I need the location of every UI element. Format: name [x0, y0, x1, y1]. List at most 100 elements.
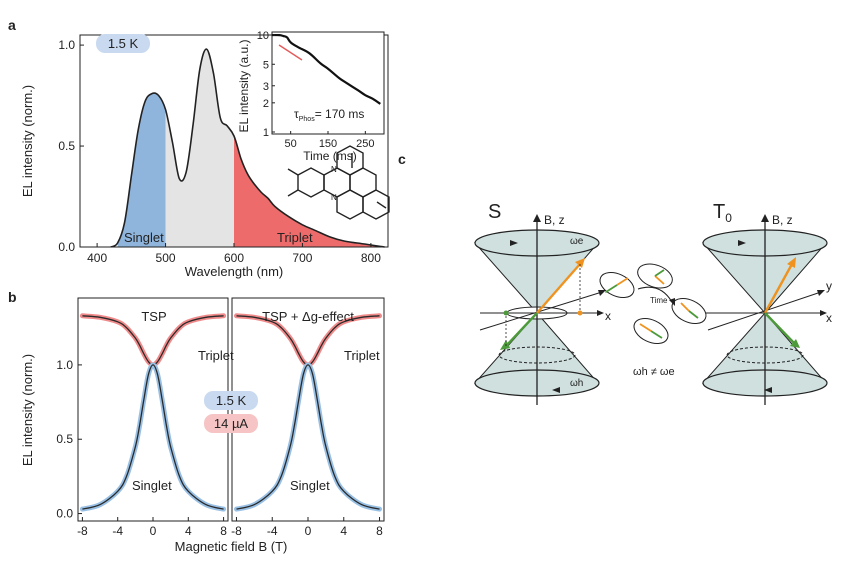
lower-rotation-arrow-right-icon: [764, 387, 772, 393]
projection-dot-e: [577, 310, 583, 316]
panel-a-x-axis-label: Wavelength (nm): [185, 264, 284, 279]
omega-e-label: ωe: [570, 236, 584, 247]
inset-frame: [271, 31, 385, 135]
panel-b-x-axis-label: Magnetic field B (T): [175, 539, 288, 554]
current-badge: [204, 414, 258, 433]
inset-y-tick-label: 10: [257, 30, 269, 42]
upper-rotation-arrow-right-icon: [738, 240, 746, 246]
inset-x-tick-label: 150: [319, 138, 337, 150]
z-axis-label-right: B, z: [772, 213, 793, 227]
molecule-atom-n-top: N: [331, 165, 337, 174]
inset-x-tick-label: 250: [356, 138, 374, 150]
y-axis-arrow-icon: [598, 290, 606, 296]
electron-spin-arrow-right: [763, 263, 794, 314]
singlet-label-right: Singlet: [290, 478, 330, 493]
inset-x-axis-label: Time (ms): [303, 149, 357, 163]
singlet-label-left: Singlet: [132, 478, 172, 493]
panel-b-y-axis-label: EL intensity (norm.): [20, 354, 35, 466]
hole-spin-arrow: [505, 312, 538, 347]
panel-b-y-tick-label: 0.0: [56, 507, 73, 521]
triplet-zero-cone-diagram: T0 B, z x y: [701, 201, 832, 405]
panel-b-x-tick-label: 0: [150, 524, 157, 538]
decay-fit-line: [278, 44, 303, 61]
time-label: Time: [650, 296, 668, 305]
inset-y-tick-label: 5: [263, 59, 269, 71]
panel-label-a: a: [8, 17, 16, 33]
hole-spin-arrow-head-icon: [500, 340, 510, 350]
hole-spin-arrow-right: [764, 312, 796, 345]
electron-spin-arrow-head-right-icon: [787, 257, 796, 268]
series-fit-singlet: [236, 364, 380, 510]
x-axis-arrow-right-icon: [820, 310, 827, 316]
inset-x-tick-label: 50: [285, 138, 297, 150]
panel-b-x-tick-label: -8: [77, 524, 88, 538]
molecule-atom-n-bottom: N: [331, 193, 337, 202]
electron-spin-arrow-head-icon: [575, 258, 585, 268]
time-evolution-sketch: Time ωh ≠ ωe: [599, 263, 707, 378]
panel-b-x-tick-label: 8: [220, 524, 227, 538]
panel-b-x-tick-label: 4: [340, 524, 347, 538]
panel-b-right-title: TSP + Δg-effect: [262, 309, 354, 324]
inset-y-tick-label: 3: [263, 81, 269, 93]
x-axis-arrow-icon: [597, 310, 604, 316]
singlet-state-label: S: [488, 201, 501, 223]
region-fill-triplet: [234, 136, 385, 247]
singlet-cone-diagram: S B, z x y ωe ωh: [473, 201, 611, 405]
inset-y-tick-label: 2: [263, 98, 269, 110]
panel-b-y-tick-label: 1.0: [56, 358, 73, 372]
y-axis-label-right: y: [826, 279, 832, 293]
panel-a-x-tick-label: 600: [224, 251, 244, 265]
upper-rotation-arrow-icon: [510, 240, 518, 246]
x-axis-label-left: x: [605, 309, 611, 323]
panel-a-x-tick-label: 800: [361, 251, 381, 265]
panel-a-y-axis-label: EL intensity (norm.): [20, 85, 35, 197]
panel-a-y-tick-label: 0.0: [58, 240, 75, 254]
panel-b-x-tick-label: -8: [231, 524, 242, 538]
current-badge-label: 14 µA: [214, 416, 249, 431]
spectrum-line: [110, 48, 385, 248]
panel-c-diagram: S B, z x y ωe ωh Time ωh ≠ ωe: [473, 201, 832, 405]
temperature-badge-b: [204, 391, 258, 410]
panel-b-x-tick-label: 4: [185, 524, 192, 538]
omega-inequality-label: ωh ≠ ωe: [633, 366, 675, 378]
hole-spin-arrow-head-right-icon: [790, 339, 800, 348]
region-fill-singlet: [117, 93, 166, 247]
molecule-structure-icon: [287, 145, 390, 220]
panel-b-left-title: TSP: [141, 309, 166, 324]
series-fit-singlet: [82, 364, 224, 510]
panel-b-x-tick-label: 8: [376, 524, 383, 538]
inset-y-tick-label: 1: [263, 127, 269, 139]
panel-a-y-tick-label: 0.5: [58, 139, 75, 153]
panel-a-spectrum-chart: 400 500 600 700 800 0.0 0.5 1.0 Wavelength (nm)…: [20, 34, 390, 279]
temperature-badge: [96, 34, 150, 53]
panel-label-c: c: [398, 151, 406, 167]
x-axis-label-right: x: [826, 311, 832, 325]
lower-rotation-arrow-icon: [552, 387, 560, 393]
singlet-region-label: Singlet: [124, 230, 164, 245]
y-axis-arrow-right-icon: [817, 290, 825, 296]
panel-a-x-tick-label: 700: [292, 251, 312, 265]
panel-a-y-tick-label: 1.0: [58, 38, 75, 52]
omega-h-label: ωh: [570, 378, 583, 389]
projection-dot-h: [503, 310, 509, 316]
panel-a-x-tick-label: 400: [87, 251, 107, 265]
decay-line: [271, 33, 381, 105]
y-axis-line: [479, 291, 603, 331]
panel-b-x-tick-label: -4: [267, 524, 278, 538]
panel-b-x-tick-label: 0: [305, 524, 312, 538]
panel-b-magnetic-field-chart: -8 -4 0 4 8 0.0 0.5 1.0 -8 -4 0 4 8 TSP TSP + Δg-eff…: [20, 297, 385, 554]
temperature-badge-b-label: 1.5 K: [216, 393, 247, 408]
panel-b-x-tick-label: -4: [112, 524, 123, 538]
z-axis-arrow-right-icon: [761, 214, 769, 222]
z-axis-arrow-icon: [533, 214, 541, 222]
panel-a-x-tick-label: 500: [156, 251, 176, 265]
triplet-label-left: Triplet: [198, 348, 234, 363]
electron-spin-arrow: [536, 263, 581, 314]
temperature-badge-label: 1.5 K: [108, 36, 139, 51]
inset-y-axis-label: EL intensity (a.u.): [237, 40, 251, 133]
z-axis-label-left: B, z: [544, 213, 565, 227]
triplet-label-right: Triplet: [344, 348, 380, 363]
time-arrow-path: [637, 286, 673, 303]
triplet-zero-state-label: T0: [713, 201, 732, 225]
